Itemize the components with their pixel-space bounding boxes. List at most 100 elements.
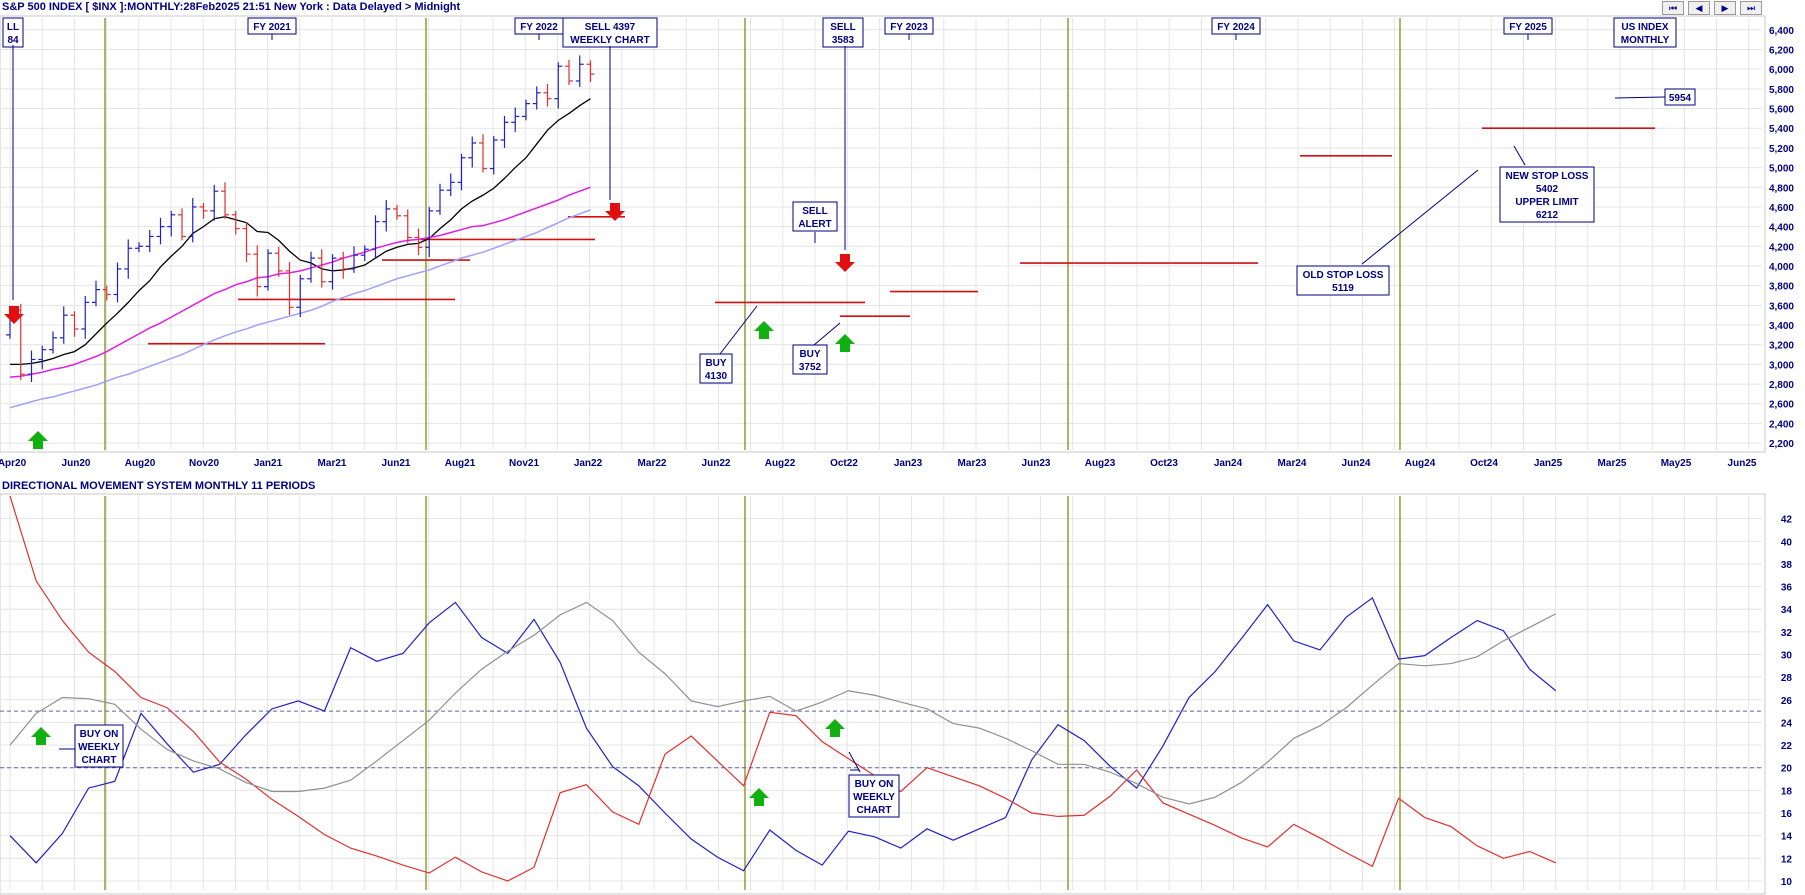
price-y-tick-label: 4,200	[1769, 242, 1794, 253]
buy-arrow-icon	[835, 334, 855, 352]
price-x-tick-label: Oct24	[1470, 458, 1498, 469]
dms-panel: 10 12 14 16 18 20 22 24 26 28 30 32 34 36 38 40 42 BUY ON…	[0, 493, 1793, 895]
price-x-tick-label: Aug24	[1405, 458, 1436, 469]
price-annotation-text: FY 2021	[253, 22, 291, 33]
price-annotation-box	[699, 353, 733, 384]
price-y-tick-label: 6,400	[1769, 26, 1794, 37]
price-x-tick-label: Jun25	[1728, 458, 1757, 469]
annotation-connector	[1361, 169, 1479, 265]
minus-di-line	[9, 495, 1557, 882]
annotation-connector	[848, 751, 861, 773]
price-x-tick-label: Mar24	[1278, 458, 1307, 469]
plus-di-line	[9, 596, 1557, 872]
price-y-tick-label: 6,200	[1769, 45, 1794, 56]
price-annotation-text: FY 2023	[890, 22, 928, 33]
indicator-title: DIRECTIONAL MOVEMENT SYSTEM MONTHLY 11 P…	[2, 480, 315, 492]
first-page-button[interactable]: ⏮	[1662, 1, 1684, 15]
price-y-tick-label: 3,600	[1769, 301, 1794, 312]
price-panel: 2,200 2,400 2,600 2,800 3,000 3,200 3,400 3,600…	[0, 15, 1794, 469]
price-annotation-text: WEEKLY CHART	[570, 35, 649, 46]
price-y-tick-label: 2,800	[1769, 380, 1794, 391]
price-x-tick-label: Jan25	[1534, 458, 1563, 469]
dms-y-tick-label: 18	[1781, 786, 1793, 797]
price-x-tick-label: Jan21	[254, 458, 283, 469]
previous-page-button[interactable]: ◀	[1688, 1, 1710, 15]
annotation-connector	[813, 322, 841, 346]
dms-y-tick-label: 30	[1781, 651, 1793, 662]
price-y-tick-label: 5,000	[1769, 164, 1794, 175]
price-annotation-text: US INDEX	[1621, 22, 1669, 33]
price-x-tick-label: Apr20	[0, 458, 27, 469]
price-y-tick-label: 6,000	[1769, 65, 1794, 76]
last-page-button[interactable]: ⏭	[1740, 1, 1762, 15]
sell-arrow-icon	[4, 306, 24, 324]
price-y-tick-label: 4,800	[1769, 183, 1794, 194]
dms-y-tick-label: 22	[1781, 741, 1793, 752]
dms-annotation-box	[74, 724, 124, 768]
dms-y-tick-label: 12	[1781, 854, 1793, 865]
price-x-tick-label: Aug21	[445, 458, 476, 469]
price-x-tick-label: Oct22	[830, 458, 858, 469]
price-x-tick-label: Aug23	[1085, 458, 1116, 469]
dms-annotation-box	[848, 774, 900, 818]
buy-arrow-icon	[31, 727, 51, 745]
price-annotation-text: BUY	[799, 349, 820, 360]
dms-y-tick-label: 26	[1781, 696, 1793, 707]
price-annotation-text: SELL	[802, 206, 828, 217]
price-y-tick-label: 4,400	[1769, 223, 1794, 234]
price-annotation-text: LL	[7, 22, 19, 33]
moving-average-line	[10, 98, 591, 366]
price-y-tick-label: 2,600	[1769, 400, 1794, 411]
price-x-tick-label: Aug22	[765, 458, 796, 469]
price-x-tick-label: Jun20	[62, 458, 91, 469]
dms-y-tick-label: 10	[1781, 877, 1793, 888]
price-annotation-box	[1613, 17, 1677, 48]
price-x-tick-label: Aug20	[125, 458, 156, 469]
dms-y-tick-label: 32	[1781, 628, 1793, 639]
dms-y-tick-label: 14	[1781, 832, 1793, 843]
dms-annotation-text: WEEKLY	[78, 742, 120, 753]
dms-panel-frame	[0, 493, 1766, 895]
price-annotation-box	[1296, 265, 1390, 296]
price-annotation-text: 3583	[832, 35, 855, 46]
price-y-tick-label: 4,000	[1769, 262, 1794, 273]
price-y-tick-label: 3,800	[1769, 282, 1794, 293]
price-x-tick-label: May25	[1661, 458, 1692, 469]
price-annotation-text: BUY	[705, 358, 726, 369]
price-annotation-text: UPPER LIMIT	[1515, 197, 1578, 208]
dms-annotation-text: WEEKLY	[853, 792, 895, 803]
price-y-tick-label: 2,200	[1769, 439, 1794, 450]
price-panel-frame	[0, 15, 1766, 453]
price-annotation-text: ALERT	[798, 219, 831, 230]
price-y-tick-label: 3,200	[1769, 341, 1794, 352]
price-y-tick-label: 5,200	[1769, 144, 1794, 155]
price-annotation-box	[1499, 166, 1595, 223]
chart-title: S&P 500 INDEX [ $INX ]:MONTHLY:28Feb2025…	[2, 1, 461, 13]
price-annotation-text: 4130	[705, 371, 728, 382]
next-page-button[interactable]: ▶	[1714, 1, 1736, 15]
price-y-tick-label: 3,000	[1769, 360, 1794, 371]
dms-annotation-text: CHART	[857, 805, 892, 816]
annotation-connector	[719, 305, 758, 355]
moving-average-line	[9, 186, 591, 378]
price-annotation-box	[792, 201, 838, 232]
price-x-tick-label: Jun22	[702, 458, 731, 469]
buy-arrow-icon	[754, 321, 774, 339]
price-annotation-text: SELL	[830, 22, 856, 33]
price-annotation-text: FY 2022	[520, 22, 558, 33]
annotation-connector	[1614, 96, 1666, 99]
price-x-tick-label: Mar23	[958, 458, 987, 469]
price-y-tick-label: 2,400	[1769, 419, 1794, 430]
dms-y-tick-label: 42	[1781, 515, 1793, 526]
price-x-tick-label: Mar25	[1598, 458, 1627, 469]
price-x-tick-label: Mar21	[318, 458, 347, 469]
dms-annotation-text: BUY ON	[855, 779, 894, 790]
sell-arrow-icon	[835, 254, 855, 272]
price-x-tick-label: Nov21	[509, 458, 539, 469]
price-annotation-text: 5954	[1669, 93, 1692, 104]
price-annotation-text: 84	[7, 35, 19, 46]
price-annotation-text: 3752	[799, 362, 822, 373]
price-annotation-text: NEW STOP LOSS	[1506, 171, 1589, 182]
price-x-tick-label: Jan23	[894, 458, 923, 469]
